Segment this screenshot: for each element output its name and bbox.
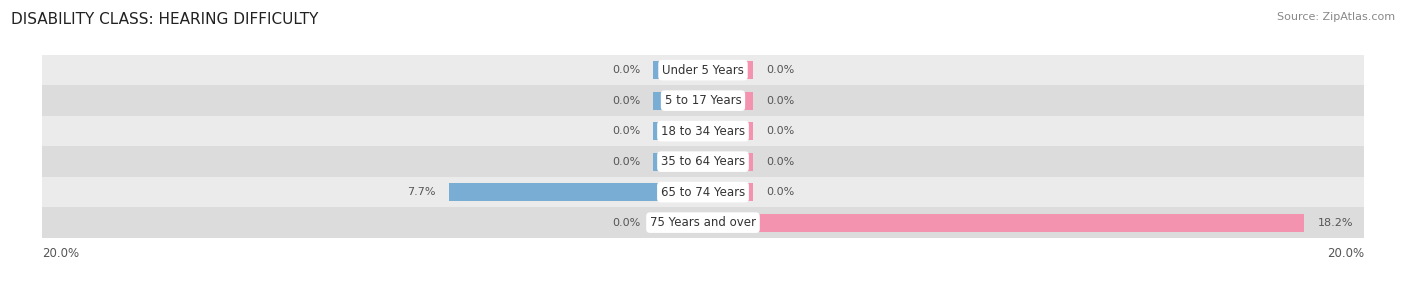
- Text: 75 Years and over: 75 Years and over: [650, 216, 756, 229]
- Text: 0.0%: 0.0%: [612, 218, 640, 228]
- Bar: [654, 92, 703, 110]
- Text: 0.0%: 0.0%: [766, 126, 794, 136]
- Text: Source: ZipAtlas.com: Source: ZipAtlas.com: [1277, 12, 1395, 22]
- Bar: [703, 183, 752, 201]
- Bar: [654, 214, 703, 232]
- Bar: [654, 152, 703, 171]
- Text: 0.0%: 0.0%: [766, 157, 794, 167]
- Bar: [42, 146, 1364, 177]
- Text: 65 to 74 Years: 65 to 74 Years: [661, 186, 745, 199]
- Text: 0.0%: 0.0%: [612, 96, 640, 106]
- Bar: [42, 177, 1364, 207]
- Text: Under 5 Years: Under 5 Years: [662, 64, 744, 77]
- Bar: [449, 183, 703, 201]
- Text: 18 to 34 Years: 18 to 34 Years: [661, 125, 745, 138]
- Text: 0.0%: 0.0%: [766, 96, 794, 106]
- Text: 18.2%: 18.2%: [1317, 218, 1353, 228]
- Text: 35 to 64 Years: 35 to 64 Years: [661, 155, 745, 168]
- Text: 20.0%: 20.0%: [42, 247, 79, 260]
- Text: 20.0%: 20.0%: [1327, 247, 1364, 260]
- Text: 0.0%: 0.0%: [612, 126, 640, 136]
- Bar: [703, 214, 1305, 232]
- Bar: [654, 122, 703, 140]
- Bar: [703, 92, 752, 110]
- Text: 5 to 17 Years: 5 to 17 Years: [665, 94, 741, 107]
- Bar: [42, 55, 1364, 85]
- Text: 0.0%: 0.0%: [766, 187, 794, 197]
- Text: 0.0%: 0.0%: [612, 65, 640, 75]
- Text: 7.7%: 7.7%: [406, 187, 436, 197]
- Bar: [42, 207, 1364, 238]
- Text: 0.0%: 0.0%: [612, 157, 640, 167]
- Text: 0.0%: 0.0%: [766, 65, 794, 75]
- Bar: [654, 61, 703, 79]
- Bar: [42, 85, 1364, 116]
- Bar: [703, 122, 752, 140]
- Text: DISABILITY CLASS: HEARING DIFFICULTY: DISABILITY CLASS: HEARING DIFFICULTY: [11, 12, 319, 27]
- Bar: [42, 116, 1364, 146]
- Bar: [703, 61, 752, 79]
- Bar: [703, 152, 752, 171]
